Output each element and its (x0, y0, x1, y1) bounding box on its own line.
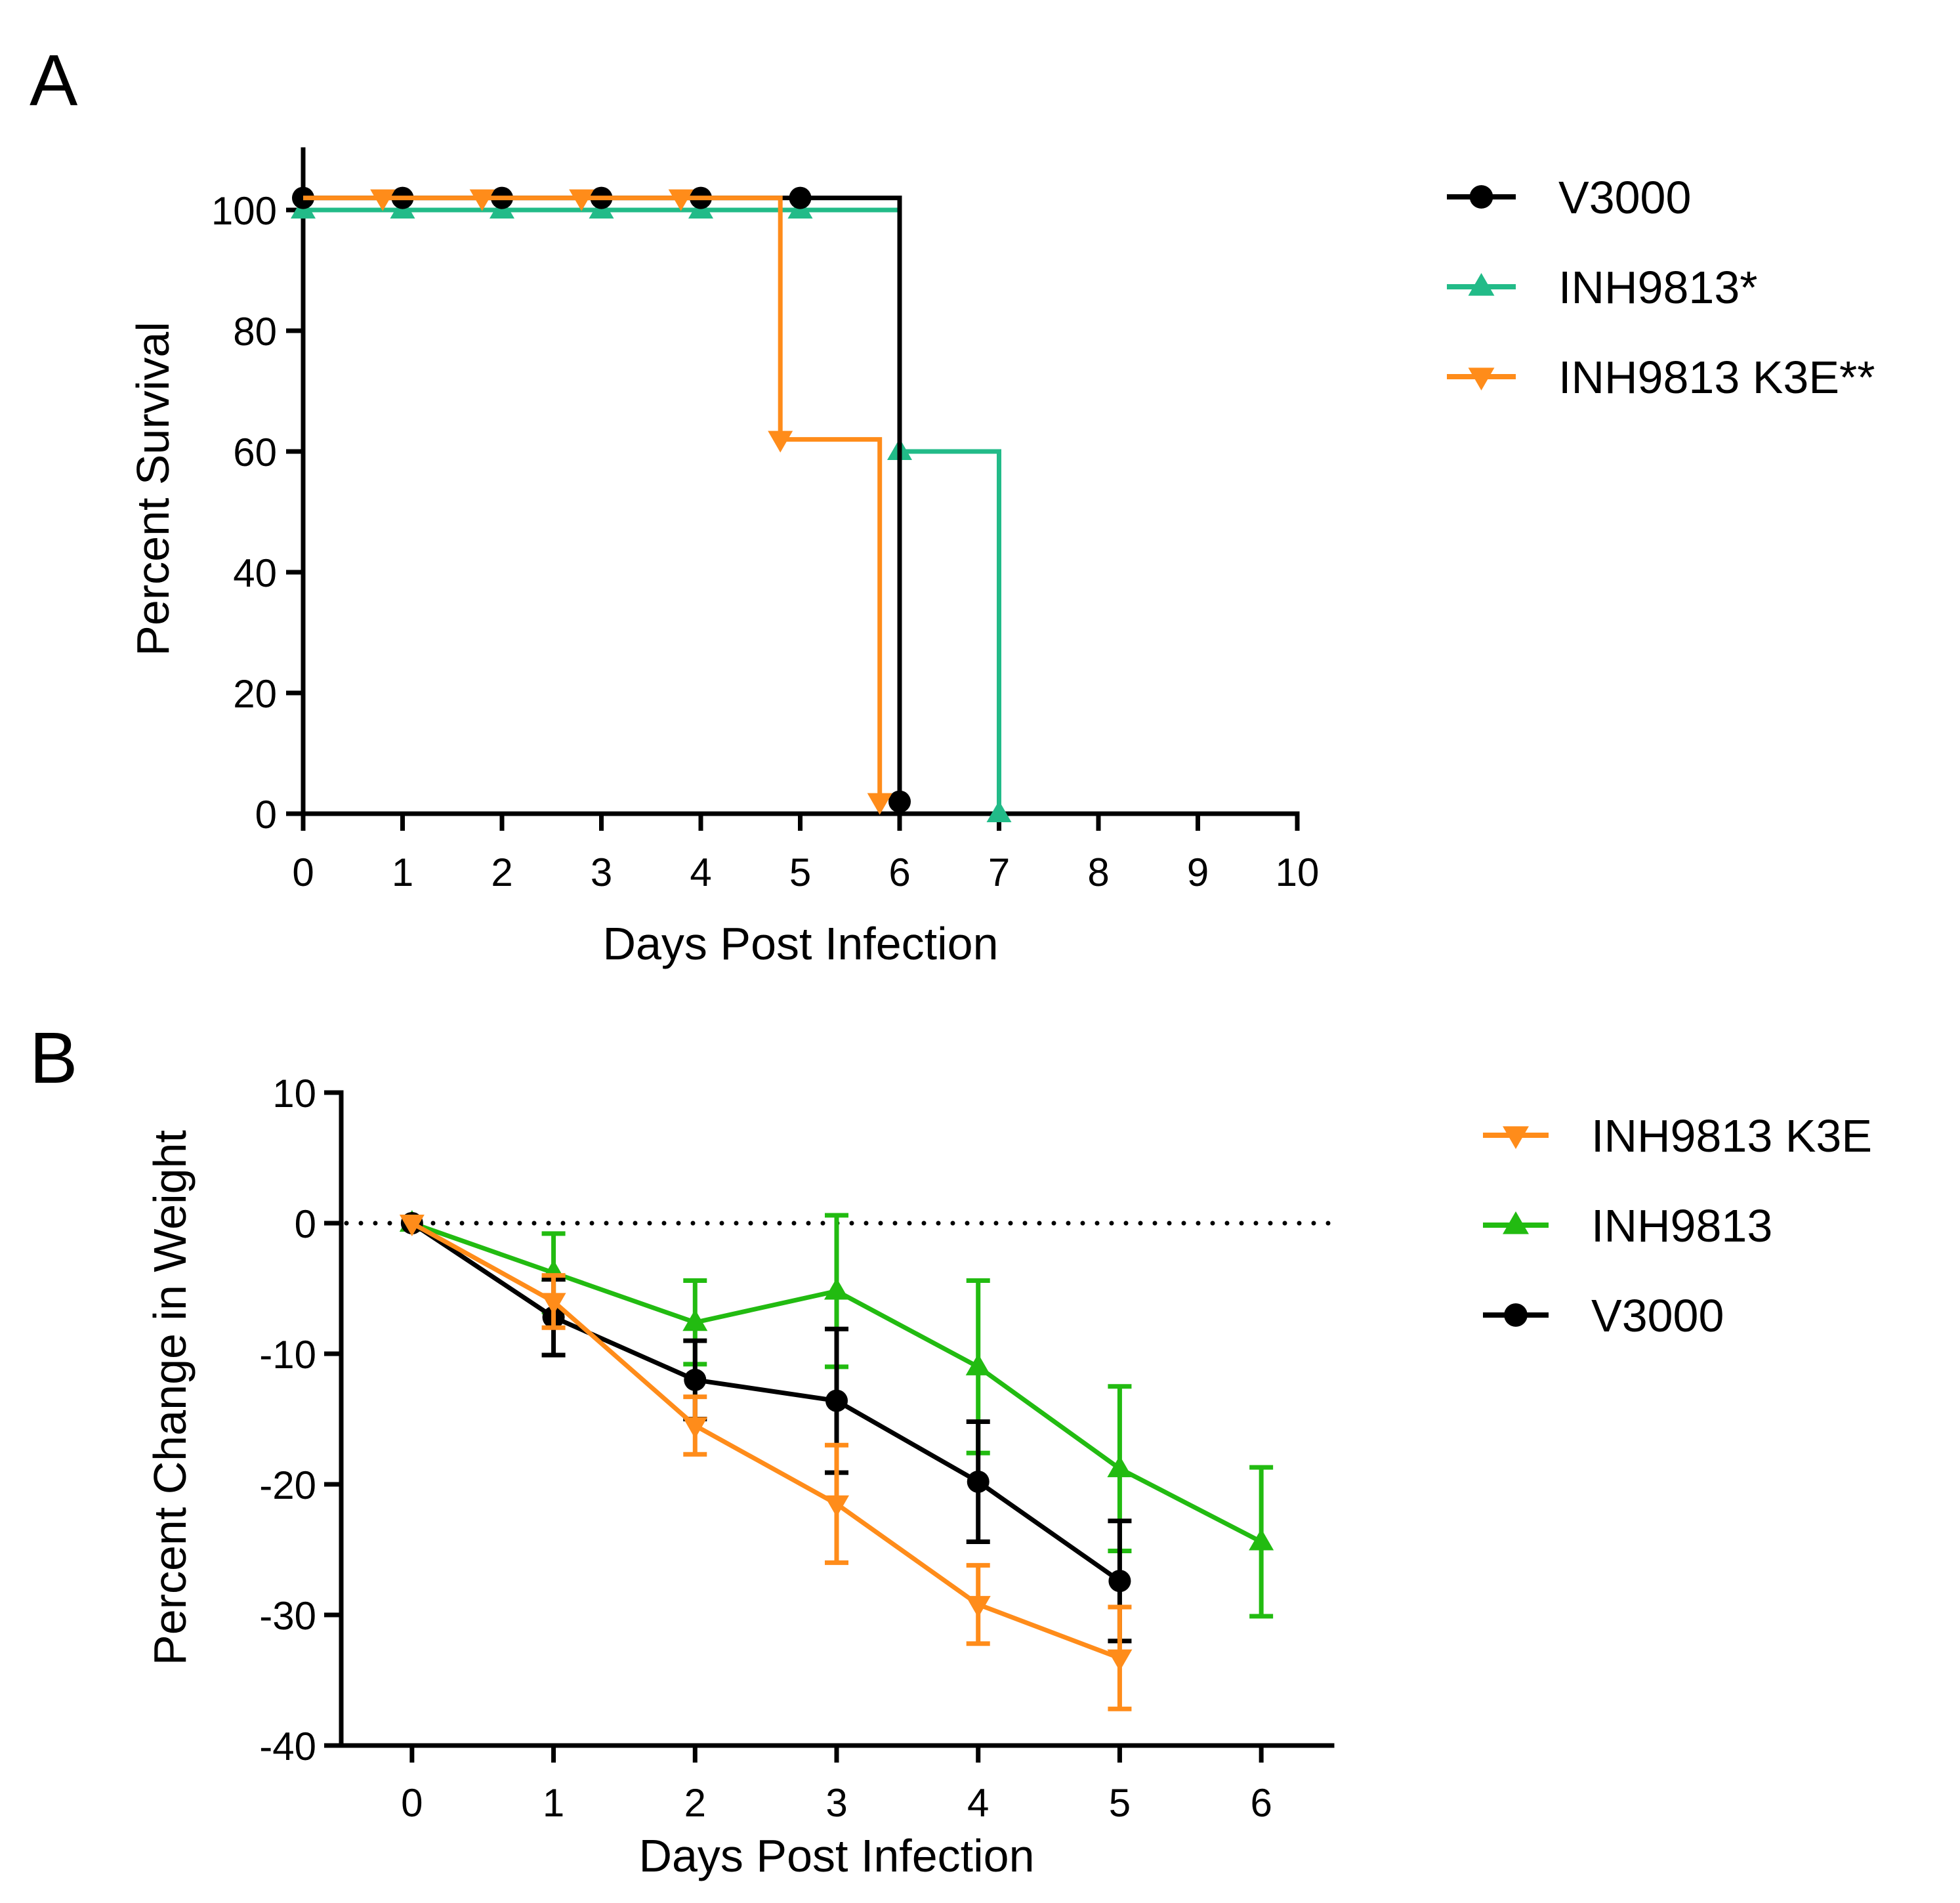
x-tick-label: 4 (690, 850, 711, 894)
y-tick-label: 80 (233, 310, 277, 354)
triangle-down-marker (399, 1215, 425, 1236)
panel-label-a: A (30, 40, 78, 121)
triangle-down-marker (370, 189, 396, 211)
x-tick-label: 8 (1087, 850, 1109, 894)
triangle-up-marker (1503, 1211, 1529, 1234)
x-tick-label: 5 (1109, 1781, 1131, 1825)
series-v3000 (292, 186, 911, 813)
x-tick-label: 6 (1250, 1781, 1272, 1825)
triangle-down-marker (569, 189, 594, 211)
weight-change-chart-panel: B 0 1 2 3 4 5 6 10 0 -10 -20 -30 -40 Days Post Infec… (30, 1018, 1872, 1881)
x-tick-label: 2 (491, 850, 512, 894)
series-line (411, 1221, 1121, 1660)
triangle-down-marker (682, 1417, 708, 1439)
legend-item: INH9813 (1483, 1200, 1772, 1251)
y-tick-label: 0 (255, 793, 277, 837)
circle-marker (825, 1389, 848, 1412)
triangle-down-marker (469, 189, 495, 211)
triangle-down-marker (668, 189, 694, 211)
x-tick-label: 3 (591, 850, 612, 894)
legend-label: INH9813* (1558, 262, 1758, 313)
survival-step-line (303, 196, 902, 802)
legend-item: V3000 (1483, 1290, 1724, 1341)
y-tick-label: -40 (259, 1725, 316, 1768)
legend-label: INH9813 K3E (1591, 1110, 1872, 1161)
legend-item: INH9813 K3E** (1447, 352, 1875, 403)
y-tick-label: 100 (211, 189, 277, 233)
x-tick-label: 4 (967, 1781, 989, 1825)
y-tick-label: 40 (233, 551, 277, 595)
survival-step-line (303, 196, 883, 802)
x-tick-label: 2 (684, 1781, 706, 1825)
y-axis-title: Percent Survival (127, 322, 178, 656)
circle-marker (1469, 185, 1493, 209)
x-tick-label: 6 (888, 850, 910, 894)
triangle-up-marker (965, 1353, 991, 1375)
y-tick-label: 0 (295, 1202, 316, 1246)
panel-label-b: B (30, 1018, 77, 1098)
x-axis-title: Days Post Infection (602, 918, 998, 969)
triangle-up-marker (1468, 273, 1495, 296)
y-tick-label: -20 (259, 1463, 316, 1507)
triangle-up-marker (1249, 1528, 1274, 1551)
circle-marker (1108, 1570, 1131, 1593)
triangle-down-marker (965, 1596, 991, 1618)
triangle-down-marker (1503, 1126, 1529, 1149)
series-inh9813 (399, 1210, 1274, 1619)
y-tick-label: 60 (233, 430, 277, 474)
circle-marker (888, 790, 911, 813)
triangle-down-marker (1107, 1649, 1133, 1671)
legend-label: V3000 (1558, 172, 1691, 223)
legend-label: INH9813 (1591, 1200, 1772, 1251)
triangle-up-marker (986, 801, 1012, 822)
series-inh9813- (291, 197, 1012, 822)
triangle-down-marker (867, 793, 892, 815)
x-tick-label: 9 (1187, 850, 1209, 894)
y-tick-label: -10 (259, 1333, 316, 1377)
x-tick-label: 5 (789, 850, 811, 894)
x-tick-label: 10 (1276, 850, 1320, 894)
triangle-down-marker (1468, 367, 1495, 390)
triangle-down-marker (824, 1495, 849, 1517)
triangle-up-marker (824, 1278, 849, 1300)
legend-item: INH9813* (1447, 262, 1758, 313)
y-tick-label: 10 (272, 1072, 316, 1116)
triangle-up-marker (682, 1309, 708, 1331)
y-tick-label: -30 (259, 1594, 316, 1638)
x-tick-label: 1 (543, 1781, 564, 1825)
legend-label: INH9813 K3E** (1558, 352, 1875, 403)
x-axis-title: Days Post Infection (638, 1830, 1034, 1881)
legend-item: INH9813 K3E (1483, 1110, 1872, 1161)
x-tick-label: 7 (988, 850, 1010, 894)
triangle-up-marker (1107, 1455, 1133, 1478)
series-inh9813-k3e (399, 1215, 1133, 1711)
x-tick-label: 0 (401, 1781, 423, 1825)
legend-item: V3000 (1447, 172, 1691, 223)
y-tick-label: 20 (233, 672, 277, 716)
circle-marker (789, 186, 812, 209)
circle-marker (1504, 1303, 1528, 1327)
y-axis-title: Percent Change in Weight (144, 1130, 196, 1665)
x-tick-label: 3 (825, 1781, 847, 1825)
triangle-down-marker (768, 430, 793, 453)
series-line (410, 1221, 1121, 1583)
series-inh9813-k3e- (303, 189, 892, 815)
circle-marker (684, 1368, 707, 1391)
triangle-down-marker (541, 1293, 566, 1315)
x-tick-label: 1 (392, 850, 413, 894)
x-tick-label: 0 (292, 850, 314, 894)
circle-marker (967, 1471, 990, 1494)
legend-label: V3000 (1591, 1290, 1724, 1341)
survival-step-line (303, 207, 1001, 814)
